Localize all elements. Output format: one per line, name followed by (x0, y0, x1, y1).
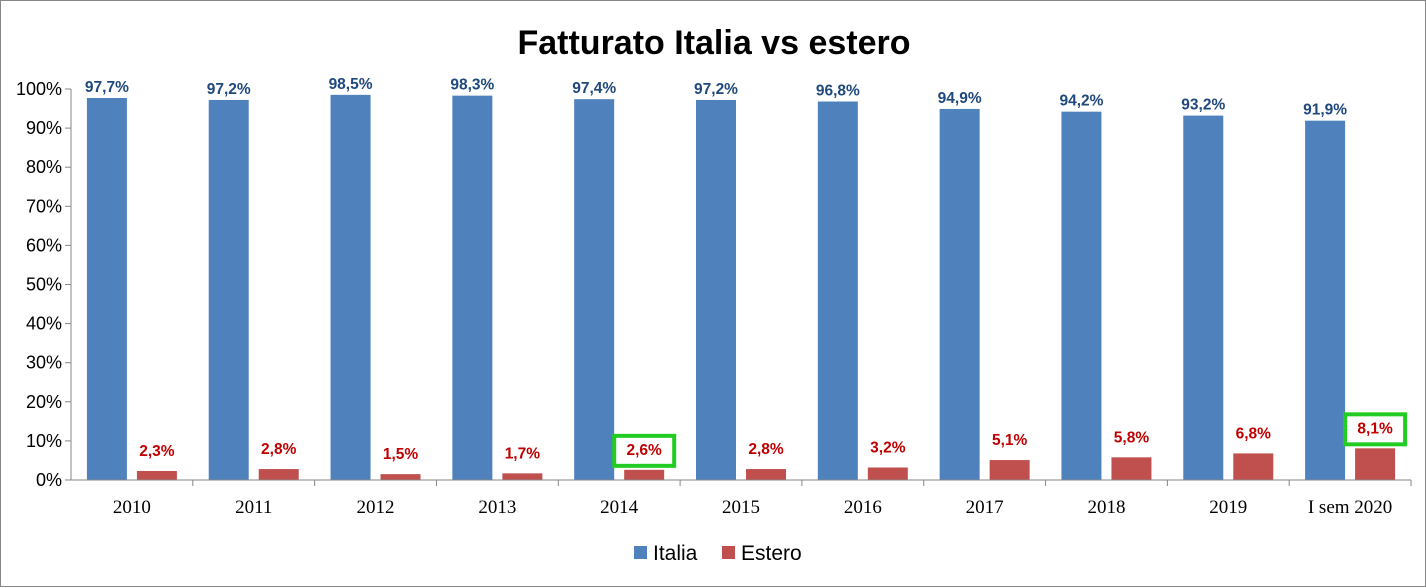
estero-bar (136, 471, 177, 480)
italia-data-label: 98,3% (450, 77, 494, 94)
estero-bar (867, 467, 908, 480)
x-tick-label: 2013 (478, 497, 516, 518)
estero-bar (258, 469, 299, 480)
estero-bar (1233, 453, 1274, 480)
estero-data-label: 1,5% (383, 446, 419, 463)
y-tick-label: 30% (26, 353, 62, 373)
y-tick-label: 90% (26, 118, 62, 138)
italia-data-label: 98,5% (329, 76, 373, 93)
estero-data-label: 1,7% (505, 445, 541, 462)
x-tick-label: 2014 (600, 497, 639, 518)
x-tick-label: 2019 (1209, 497, 1247, 518)
estero-bar (380, 474, 421, 480)
estero-data-label: 6,8% (1236, 425, 1272, 442)
estero-data-label: 5,1% (992, 432, 1028, 449)
highlight-box (612, 433, 677, 468)
y-axis: 0% 10% 20% 30% 40% 50% 60% 70% 80% 90% 100% (16, 79, 72, 490)
estero-bar (1355, 448, 1396, 480)
italia-bar (817, 101, 858, 481)
italia-bar (696, 99, 736, 480)
italia-bar (208, 99, 249, 480)
y-tick-label: 70% (26, 196, 62, 216)
estero-data-label: 3,2% (870, 439, 906, 456)
data-labels: 97,7% 2,3% 97,2% 2,8% 98,5% 1,5% 98,3% 1,7% 97,4… (85, 76, 1408, 468)
italia-bar (330, 94, 371, 481)
estero-bar (989, 460, 1030, 480)
x-tick-label: 2015 (722, 497, 760, 518)
italia-data-label: 94,2% (1059, 93, 1103, 110)
italia-data-label: 97,4% (572, 80, 616, 97)
italia-bar (86, 97, 127, 481)
x-tick-label: 2017 (966, 497, 1004, 518)
y-tick-label: 0% (36, 470, 62, 490)
italia-bar (1061, 111, 1102, 480)
italia-bar (452, 95, 493, 480)
estero-data-label: 2,6% (627, 442, 663, 459)
estero-data-label: 5,8% (1114, 429, 1150, 446)
chart-title: Fatturato Italia vs estero (517, 24, 910, 62)
estero-data-label: 2,8% (748, 441, 784, 458)
legend-swatch-italia (634, 546, 647, 559)
x-tick-label: 2012 (357, 497, 395, 518)
legend: Italia Estero (634, 542, 802, 565)
highlight-box (1343, 412, 1408, 447)
estero-bar (1111, 457, 1152, 480)
legend-label-italia: Italia (653, 542, 698, 565)
y-tick-label: 100% (16, 79, 62, 99)
estero-data-label: 2,8% (261, 441, 297, 458)
x-tick-label: 2018 (1087, 497, 1125, 518)
italia-data-label: 96,8% (816, 83, 860, 100)
italia-bar (1183, 115, 1224, 480)
estero-bar (746, 469, 786, 480)
x-tick-label: 2010 (113, 497, 151, 518)
legend-label-estero: Estero (741, 542, 802, 565)
italia-data-label: 93,2% (1181, 97, 1225, 114)
estero-data-label: 8,1% (1357, 420, 1393, 437)
x-tick-label: 2016 (844, 497, 882, 518)
x-tick-label: I sem 2020 (1308, 497, 1392, 518)
y-tick-label: 50% (26, 275, 62, 295)
legend-swatch-estero (722, 546, 735, 559)
italia-bar (574, 99, 615, 480)
x-tick-label: 2011 (235, 497, 272, 518)
y-tick-label: 10% (26, 431, 62, 451)
italia-bar (939, 108, 980, 480)
y-tick-label: 60% (26, 235, 62, 255)
y-tick-label: 40% (26, 314, 62, 334)
italia-data-label: 91,9% (1303, 102, 1347, 119)
y-tick-label: 80% (26, 157, 62, 177)
x-axis: 2010 2011 2012 2013 2014 2015 2016 2017 2018 2019… (71, 479, 1412, 518)
italia-bar (1305, 120, 1346, 481)
estero-bar (624, 469, 665, 480)
italia-data-label: 94,9% (938, 90, 982, 107)
italia-data-label: 97,7% (85, 79, 129, 96)
italia-data-label: 97,2% (207, 81, 251, 98)
y-tick-label: 20% (26, 392, 62, 412)
estero-data-label: 2,3% (139, 443, 175, 460)
estero-bar (502, 473, 543, 480)
bars (86, 94, 1396, 481)
italia-data-label: 97,2% (694, 81, 738, 98)
